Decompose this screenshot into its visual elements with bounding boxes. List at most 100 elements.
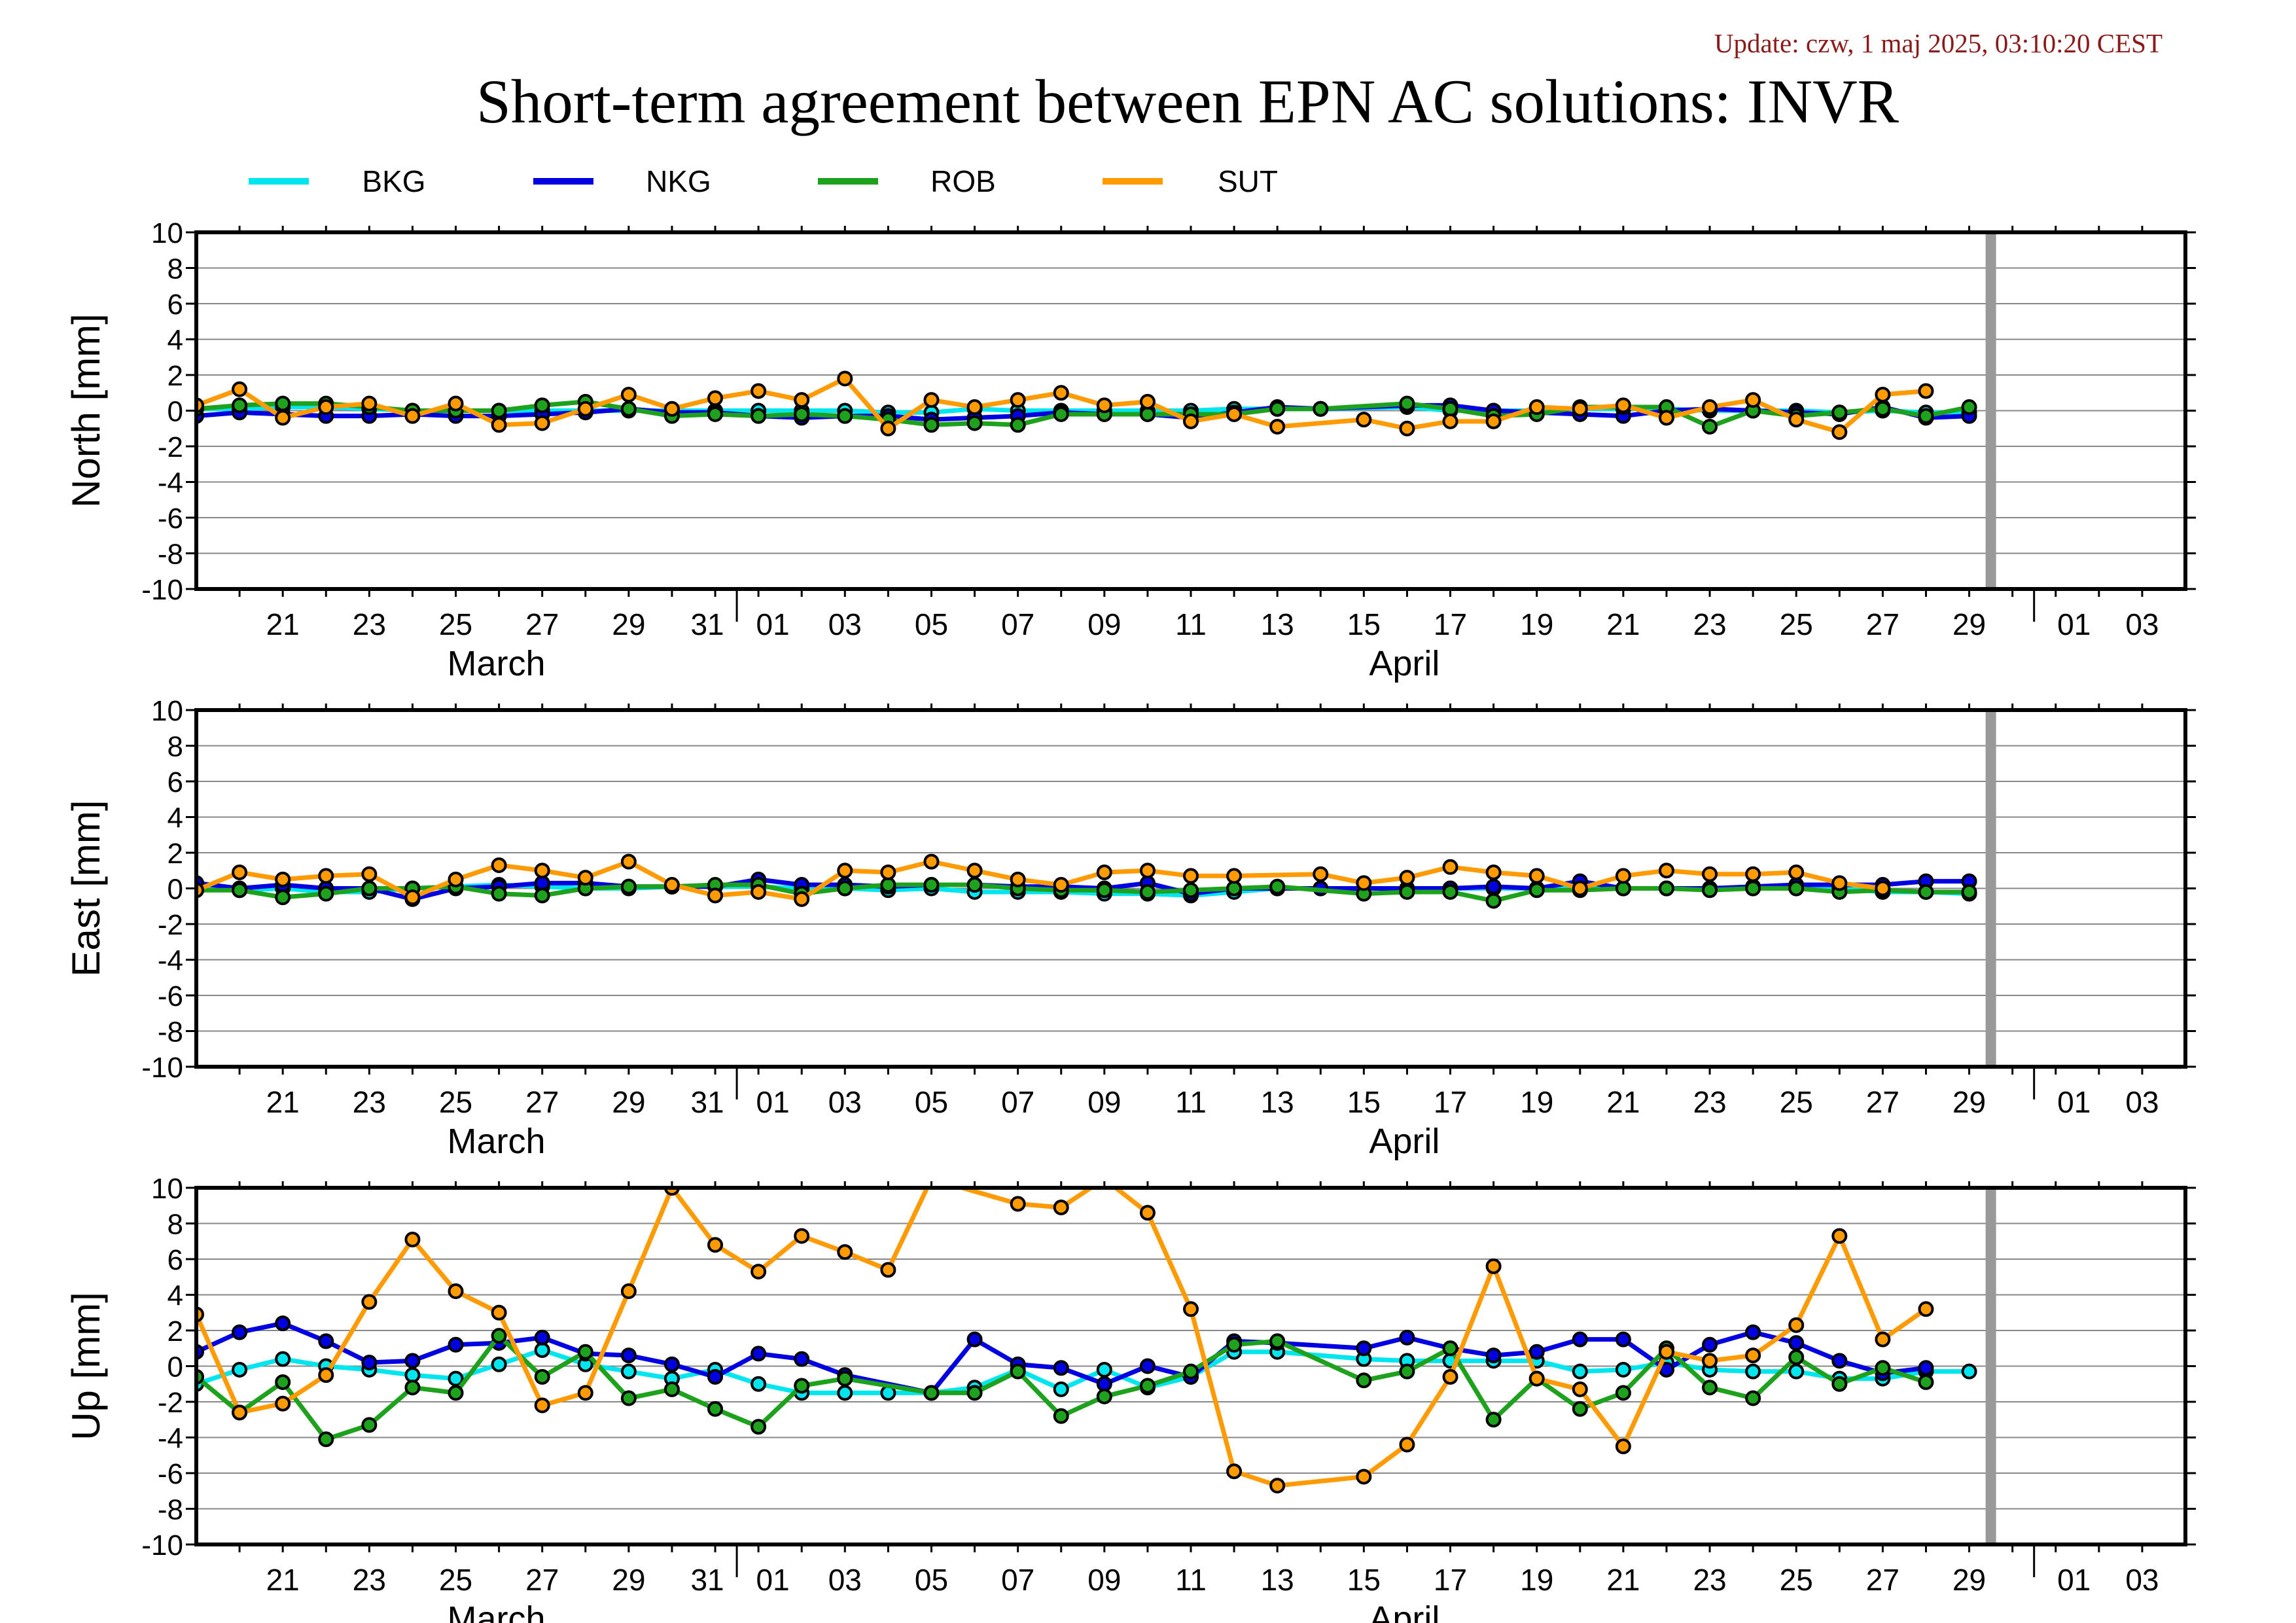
data-point-sut <box>1528 399 1545 416</box>
x-tick-label: 07 <box>1001 1563 1034 1597</box>
data-point-rob <box>232 397 248 414</box>
data-point-sut <box>1442 1368 1458 1385</box>
x-tick-label: 01 <box>2057 1085 2091 1119</box>
data-point-sut <box>361 1294 378 1310</box>
data-point-sut <box>1399 870 1415 886</box>
data-point-sut <box>880 420 896 437</box>
x-tick-label: 31 <box>690 1085 724 1119</box>
data-point-sut <box>620 853 637 870</box>
x-tick-label: 29 <box>1952 607 1986 641</box>
data-point-rob <box>794 1378 810 1394</box>
y-tick-label: 2 <box>168 360 183 392</box>
y-tick-label: -4 <box>158 945 183 977</box>
data-point-rob <box>1572 1400 1588 1417</box>
data-point-rob <box>923 877 940 893</box>
data-point-bkg <box>1572 1363 1588 1380</box>
panel-up: 10 86 42 0 -2 -4-6 -8-10 Up [mm] 21 23 25 27 29 31 01 0… <box>64 1173 2196 1623</box>
y-tick-label: -4 <box>158 1423 183 1455</box>
data-point-rob <box>751 408 767 424</box>
x-tick-label: 25 <box>439 1085 472 1119</box>
data-point-rob <box>534 887 550 904</box>
y-tick-label: 0 <box>168 1351 183 1383</box>
data-point-bkg <box>620 1363 637 1380</box>
data-point-sut <box>1788 1317 1805 1333</box>
data-point-rob <box>1788 880 1805 897</box>
data-point-sut <box>491 417 507 433</box>
gap-marker <box>1985 232 1996 589</box>
x-tick-label: 23 <box>353 1085 386 1119</box>
legend-label-nkg: NKG <box>646 164 711 198</box>
data-point-sut <box>232 381 248 397</box>
legend-label-rob: ROB <box>930 164 996 198</box>
data-point-rob <box>1399 883 1415 900</box>
data-point-nkg <box>1485 878 1502 895</box>
data-point-sut <box>448 871 464 887</box>
data-point-rob <box>751 1419 767 1435</box>
data-point-sut <box>1183 1301 1199 1317</box>
data-point-nkg <box>966 1331 983 1347</box>
data-point-sut <box>1615 868 1631 884</box>
x-tick-label: 25 <box>439 1563 472 1597</box>
data-point-sut <box>1831 1228 1848 1244</box>
data-point-sut <box>1702 1353 1718 1369</box>
data-point-rob <box>232 882 248 899</box>
x-tick-label: 23 <box>1693 1563 1726 1597</box>
data-point-sut <box>1139 1205 1156 1221</box>
data-point-nkg <box>1399 1329 1415 1346</box>
data-point-sut <box>1572 401 1588 417</box>
x-tick-label: 27 <box>1866 1085 1899 1119</box>
data-point-sut <box>577 1385 593 1401</box>
data-point-rob <box>1399 395 1415 412</box>
data-point-sut <box>1442 413 1458 429</box>
y-tick-label: -8 <box>158 1016 183 1048</box>
data-point-rob <box>1918 883 1934 900</box>
data-point-rob <box>1485 893 1502 909</box>
data-point-sut <box>1528 1370 1545 1387</box>
data-point-sut <box>1139 393 1156 410</box>
data-point-sut <box>1053 1199 1069 1215</box>
x-tick-label: 27 <box>1866 607 1899 641</box>
y-tick-label: 10 <box>151 1173 183 1205</box>
chart-title: Short-term agreement between EPN AC solu… <box>476 67 1899 136</box>
data-point-rob <box>1356 1372 1372 1389</box>
data-point-rob <box>1442 1340 1458 1357</box>
y-tick-label: 6 <box>168 766 183 798</box>
data-point-rob <box>448 1385 464 1401</box>
x-tick-label: 05 <box>915 607 948 641</box>
data-point-sut <box>794 392 810 408</box>
data-point-sut <box>1485 413 1502 429</box>
panel-north: 10 8 6 42 0-2 -4 -6 -8-10 North [mm] 21 23 25 27 29 31… <box>64 217 2196 683</box>
data-point-bkg <box>1745 1363 1761 1380</box>
data-point-sut <box>837 1244 853 1260</box>
data-point-sut <box>1788 864 1805 880</box>
data-point-sut <box>1528 868 1545 884</box>
data-point-sut <box>1875 386 1891 402</box>
data-point-rob <box>1139 406 1156 422</box>
data-point-rob <box>491 1328 507 1344</box>
series-sut <box>196 853 1891 907</box>
y-axis-label: North [mm] <box>64 313 108 508</box>
data-point-nkg <box>1702 1336 1718 1353</box>
data-point-sut <box>923 392 940 408</box>
y-axis-label: East [mm] <box>64 800 108 976</box>
series-line-sut <box>196 376 1926 435</box>
x-tick-label: 29 <box>612 1563 645 1597</box>
data-point-sut <box>1831 875 1848 891</box>
data-point-rob <box>491 402 507 419</box>
data-point-sut <box>794 891 810 907</box>
data-point-sut <box>1918 1301 1934 1317</box>
data-point-sut <box>923 853 940 870</box>
data-point-sut <box>1313 866 1329 882</box>
x-tick-label: 19 <box>1520 1085 1553 1119</box>
data-point-rob <box>361 880 378 897</box>
data-point-rob <box>1269 878 1286 895</box>
data-point-rob <box>1226 880 1243 897</box>
data-point-sut <box>534 1397 550 1414</box>
data-point-rob <box>923 1385 940 1401</box>
data-point-sut <box>966 399 983 416</box>
data-point-rob <box>275 395 291 412</box>
data-point-nkg <box>620 1347 637 1364</box>
x-tick-label: 21 <box>1606 1563 1640 1597</box>
data-point-rob <box>1010 417 1026 433</box>
